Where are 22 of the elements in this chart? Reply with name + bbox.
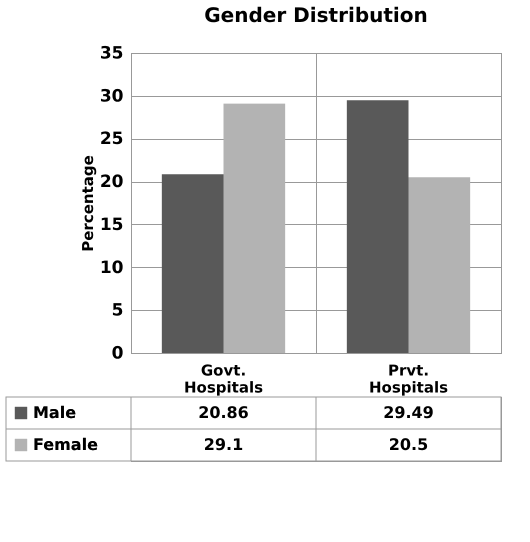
y-tick-label: 30 [100,86,124,106]
y-tick-label: 5 [112,300,124,321]
y-tick-label: 20 [100,172,124,192]
legend-label: Female [33,435,98,454]
y-tick-label: 10 [100,258,124,278]
y-tick-label: 0 [112,344,124,364]
data-label: 20.86 [198,403,249,422]
legend-label: Male [33,403,76,422]
bar [224,104,286,353]
bar [408,177,470,353]
data-label: 29.1 [204,435,244,454]
chart-title: Gender Distribution [204,3,428,27]
data-label: 29.49 [383,403,434,422]
bar [162,174,224,353]
y-tick-label: 15 [100,214,124,235]
y-tick-label: 35 [100,44,124,64]
data-label: 20.5 [388,435,428,454]
y-axis-title: Percentage [78,155,97,252]
bar [346,100,408,353]
x-tick-label: Prvt. Hospitals [368,362,448,396]
y-tick-label: 25 [100,129,124,150]
x-tick-label: Govt. Hospitals [184,362,264,396]
